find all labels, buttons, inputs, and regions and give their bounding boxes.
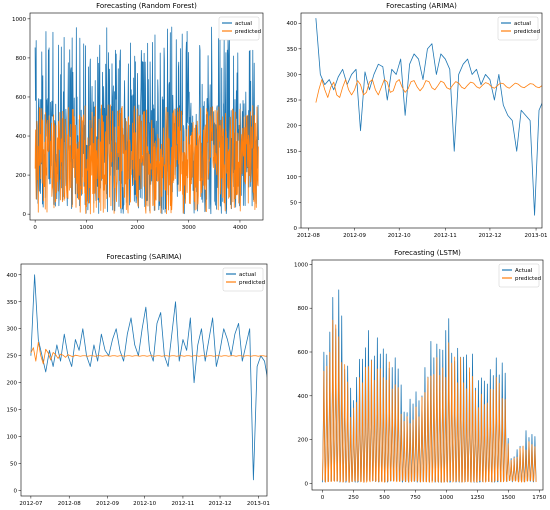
legend: actual predicted bbox=[218, 16, 261, 41]
y-tick-label: 250 bbox=[287, 98, 298, 104]
x-tick-label: 2013-01 bbox=[247, 501, 270, 507]
axes-frame bbox=[20, 263, 268, 497]
x-tick-label: 2012-12 bbox=[209, 501, 232, 507]
x-tick-label: 750 bbox=[410, 495, 421, 501]
panel-random-forest: Forecasting (Random Forest)0 1000 2000 3000… bbox=[12, 2, 264, 231]
chart-title: Forecasting (LSTM) bbox=[394, 249, 461, 257]
y-tick-label: 50 bbox=[290, 200, 297, 206]
plot-area bbox=[315, 18, 542, 216]
plot-area bbox=[322, 289, 537, 483]
x-tick-label: 2012-07 bbox=[19, 501, 42, 507]
legend: actual predicted bbox=[497, 16, 540, 41]
y-tick-label: 400 bbox=[7, 273, 18, 279]
y-tick-label: 200 bbox=[16, 173, 27, 179]
y-tick-label: 600 bbox=[16, 95, 27, 101]
y-tick-label: 800 bbox=[16, 56, 27, 62]
y-tick-label: 150 bbox=[287, 149, 298, 155]
x-tick-label: 1000 bbox=[79, 225, 93, 231]
series-line-predicted bbox=[30, 341, 267, 365]
legend-label-actual: actual bbox=[514, 21, 531, 27]
y-tick-label: 0 bbox=[305, 481, 309, 487]
legend: actual predicted bbox=[222, 267, 265, 292]
y-tick-label: 100 bbox=[287, 175, 298, 181]
axes-frame bbox=[29, 12, 264, 221]
x-tick-label: 2000 bbox=[131, 225, 145, 231]
x-tick-label: 2012-11 bbox=[171, 501, 194, 507]
chart-title: Forecasting (ARIMA) bbox=[386, 2, 457, 10]
y-tick-label: 350 bbox=[7, 300, 18, 306]
y-tick-label: 400 bbox=[298, 394, 309, 400]
series-line-actual bbox=[315, 18, 542, 216]
axes-frame bbox=[311, 259, 544, 491]
chart-title: Forecasting (Random Forest) bbox=[96, 2, 197, 10]
x-tick-label: 0 bbox=[321, 495, 325, 501]
y-tick-label: 200 bbox=[298, 438, 309, 444]
y-tick-label: 300 bbox=[7, 327, 18, 333]
y-tick-label: 200 bbox=[287, 124, 298, 130]
x-tick-label: 1000 bbox=[439, 495, 453, 501]
y-tick-label: 400 bbox=[287, 21, 298, 27]
x-tick-label: 2012-08 bbox=[58, 501, 81, 507]
axes-frame bbox=[300, 12, 543, 229]
y-tick-label: 400 bbox=[16, 134, 27, 140]
x-tick-label: 2012-09 bbox=[96, 501, 119, 507]
legend-label-predicted: predicted bbox=[515, 276, 541, 282]
series-line-predicted bbox=[322, 319, 537, 483]
y-tick-label: 250 bbox=[7, 354, 18, 360]
legend-label-actual: actual bbox=[239, 272, 256, 278]
y-tick-label: 200 bbox=[7, 381, 18, 387]
x-tick-label: 2012-11 bbox=[434, 233, 457, 239]
legend-label-predicted: predicted bbox=[235, 29, 261, 35]
legend-label-predicted: predicted bbox=[239, 280, 265, 286]
y-tick-label: 0 bbox=[23, 212, 27, 218]
chart-title: Forecasting (SARIMA) bbox=[106, 253, 182, 261]
x-tick-label: 1250 bbox=[470, 495, 484, 501]
y-tick-label: 150 bbox=[7, 408, 18, 414]
y-tick-label: 350 bbox=[287, 47, 298, 53]
panel-lstm: Forecasting (LSTM) 0 250 500 750 1000 1250 1500… bbox=[294, 249, 547, 501]
legend-label-actual: Actual bbox=[515, 268, 533, 274]
plot-area bbox=[34, 26, 259, 215]
x-tick-label: 1750 bbox=[532, 495, 546, 501]
x-tick-label: 250 bbox=[348, 495, 359, 501]
panel-arima: Forecasting (ARIMA) 2012-08 2012-09 2012-10… bbox=[287, 2, 548, 239]
y-tick-label: 100 bbox=[7, 435, 18, 441]
x-tick-label: 3000 bbox=[182, 225, 196, 231]
legend-label-actual: actual bbox=[235, 21, 252, 27]
y-tick-label: 50 bbox=[10, 462, 17, 468]
x-tick-label: 2012-10 bbox=[133, 501, 156, 507]
x-tick-label: 1500 bbox=[501, 495, 515, 501]
x-tick-label: 0 bbox=[33, 225, 37, 231]
y-tick-label: 800 bbox=[298, 306, 309, 312]
x-tick-label: 4000 bbox=[233, 225, 247, 231]
series-line-actual bbox=[30, 274, 267, 481]
x-tick-label: 2013-01 bbox=[525, 233, 548, 239]
panel-sarima: Forecasting (SARIMA) 2012-07 2012-08 2012-0… bbox=[7, 253, 270, 507]
x-tick-label: 2012-09 bbox=[343, 233, 366, 239]
y-tick-label: 0 bbox=[14, 489, 18, 495]
y-tick-label: 300 bbox=[287, 72, 298, 78]
series-line-predicted bbox=[315, 79, 542, 103]
x-tick-label: 2012-12 bbox=[478, 233, 501, 239]
y-tick-label: 600 bbox=[298, 350, 309, 356]
x-tick-label: 2012-08 bbox=[297, 233, 320, 239]
legend-label-predicted: predicted bbox=[514, 29, 540, 35]
y-tick-label: 0 bbox=[294, 226, 298, 232]
y-tick-label: 1000 bbox=[294, 262, 308, 268]
x-tick-label: 2012-10 bbox=[388, 233, 411, 239]
x-tick-label: 500 bbox=[379, 495, 390, 501]
series-line-predicted bbox=[34, 104, 259, 215]
y-tick-label: 1000 bbox=[12, 17, 26, 23]
plot-area bbox=[30, 274, 267, 481]
legend: Actual predicted bbox=[498, 263, 541, 288]
